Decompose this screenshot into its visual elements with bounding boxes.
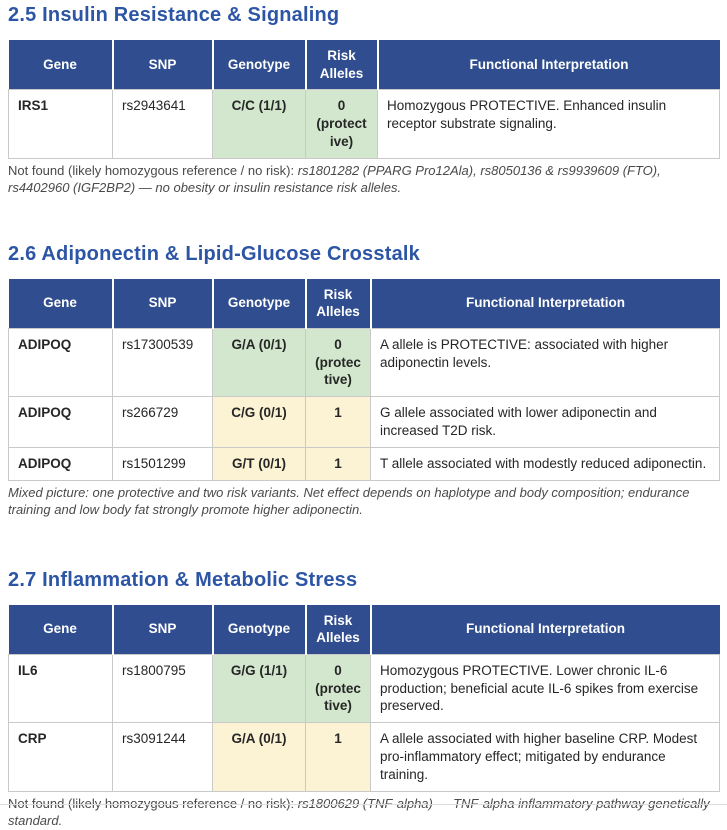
col-header-risk-alleles: Risk Alleles	[304, 278, 371, 329]
note-italic-text: Mixed picture: one protective and two ri…	[8, 484, 690, 518]
table-row: ADIPOQ rs266729 C/G (0/1) 1 G allele ass…	[8, 396, 720, 448]
risk-alleles-cell: 0 (protective)	[305, 89, 378, 159]
risk-alleles-cell: 1	[305, 722, 371, 792]
col-header-gene: Gene	[8, 40, 113, 90]
col-header-gene: Gene	[8, 278, 113, 329]
section-heading: 2.6 Adiponectin & Lipid-Glucose Crosstal…	[8, 242, 420, 265]
snp-table: Gene SNP Genotype Risk Alleles Functiona…	[8, 278, 720, 481]
not-found-note: Not found (likely homozygous reference /…	[8, 795, 719, 830]
snp-table: Gene SNP Genotype Risk Alleles Functiona…	[8, 40, 720, 159]
table-header-row: Gene SNP Genotype Risk Alleles Functiona…	[8, 604, 720, 655]
gene-cell: ADIPOQ	[8, 327, 113, 398]
risk-alleles-cell: 0 (protective)	[305, 327, 371, 398]
table-row: ADIPOQ rs17300539 G/A (0/1) 0 (protectiv…	[8, 327, 720, 398]
interpretation-cell: G allele associated with lower adiponect…	[370, 396, 720, 448]
table-row: ADIPOQ rs1501299 G/T (0/1) 1 T allele as…	[8, 446, 720, 481]
gene-cell: IRS1	[8, 89, 113, 159]
note-italic-text: rs1801282 (PPARG Pro12Ala), rs8050136 & …	[8, 162, 661, 196]
snp-cell: rs17300539	[112, 327, 213, 398]
col-header-gene: Gene	[8, 604, 113, 655]
not-found-note: Not found (likely homozygous reference /…	[8, 162, 719, 197]
col-header-risk-alleles: Risk Alleles	[304, 604, 371, 655]
genotype-cell: G/G (1/1)	[212, 653, 306, 724]
col-header-interpretation: Functional Interpretation	[376, 40, 720, 90]
col-header-interpretation: Functional Interpretation	[369, 604, 720, 655]
risk-alleles-cell: 0 (protective)	[305, 653, 371, 724]
col-header-snp: SNP	[111, 40, 213, 90]
interpretation-cell: T allele associated with modestly reduce…	[370, 446, 720, 481]
genotype-cell: C/C (1/1)	[212, 89, 306, 159]
mixed-picture-note: Mixed picture: one protective and two ri…	[8, 484, 719, 519]
col-header-genotype: Genotype	[211, 278, 306, 329]
table-row: CRP rs3091244 G/A (0/1) 1 A allele assoc…	[8, 722, 720, 792]
genotype-cell: G/T (0/1)	[212, 446, 306, 481]
col-header-risk-alleles: Risk Alleles	[304, 40, 378, 90]
section-inflammation-stress: 2.7 Inflammation & Metabolic Stress Gene…	[8, 568, 720, 830]
risk-alleles-cell: 1	[305, 396, 371, 448]
col-header-snp: SNP	[111, 604, 213, 655]
snp-cell: rs1800795	[112, 653, 213, 724]
genotype-cell: G/A (0/1)	[212, 327, 306, 398]
table-row: IL6 rs1800795 G/G (1/1) 0 (protective) H…	[8, 653, 720, 724]
interpretation-cell: A allele is PROTECTIVE: associated with …	[370, 327, 720, 398]
snp-cell: rs3091244	[112, 722, 213, 792]
col-header-genotype: Genotype	[211, 604, 306, 655]
note-regular-text: Not found (likely homozygous reference /…	[8, 162, 298, 178]
genotype-cell: C/G (0/1)	[212, 396, 306, 448]
gene-cell: ADIPOQ	[8, 446, 113, 481]
table-row: IRS1 rs2943641 C/C (1/1) 0 (protective) …	[8, 89, 720, 159]
gene-cell: CRP	[8, 722, 113, 792]
col-header-snp: SNP	[111, 278, 213, 329]
col-header-interpretation: Functional Interpretation	[369, 278, 720, 329]
section-heading: 2.7 Inflammation & Metabolic Stress	[8, 568, 358, 591]
snp-cell: rs2943641	[112, 89, 213, 159]
snp-cell: rs266729	[112, 396, 213, 448]
snp-table: Gene SNP Genotype Risk Alleles Functiona…	[8, 604, 720, 792]
interpretation-cell: A allele associated with higher baseline…	[370, 722, 720, 792]
table-header-row: Gene SNP Genotype Risk Alleles Functiona…	[8, 278, 720, 329]
page-bottom-edge	[0, 804, 727, 805]
interpretation-cell: Homozygous PROTECTIVE. Lower chronic IL-…	[370, 653, 720, 724]
table-header-row: Gene SNP Genotype Risk Alleles Functiona…	[8, 40, 720, 90]
genotype-cell: G/A (0/1)	[212, 722, 306, 792]
section-adiponectin-crosstalk: 2.6 Adiponectin & Lipid-Glucose Crosstal…	[8, 242, 720, 519]
col-header-genotype: Genotype	[211, 40, 306, 90]
snp-cell: rs1501299	[112, 446, 213, 481]
section-heading: 2.5 Insulin Resistance & Signaling	[8, 4, 340, 26]
gene-cell: ADIPOQ	[8, 396, 113, 448]
interpretation-cell: Homozygous PROTECTIVE. Enhanced insulin …	[377, 89, 720, 159]
gene-cell: IL6	[8, 653, 113, 724]
risk-alleles-cell: 1	[305, 446, 371, 481]
section-insulin-resistance: 2.5 Insulin Resistance & Signaling Gene …	[8, 4, 720, 197]
